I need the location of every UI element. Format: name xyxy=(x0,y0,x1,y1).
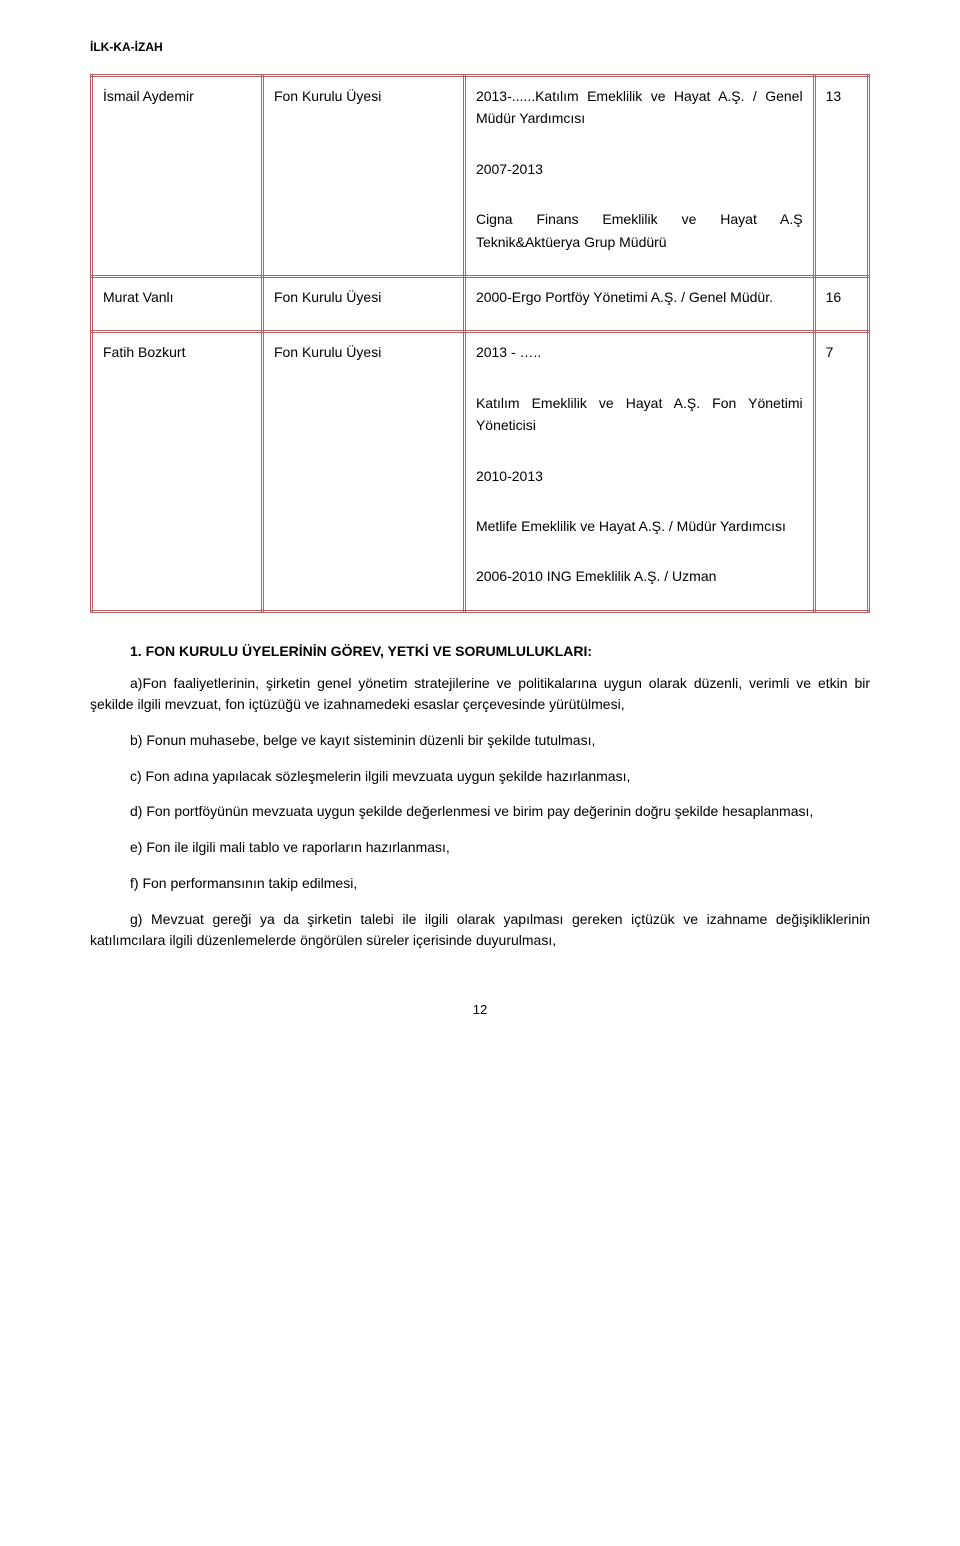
cell-name: Fatih Bozkurt xyxy=(92,332,263,611)
table-row: Murat Vanlı Fon Kurulu Üyesi 2000-Ergo P… xyxy=(92,276,869,331)
history-line: Katılım Emeklilik ve Hayat A.Ş. Fon Yöne… xyxy=(476,392,803,437)
cell-name: Murat Vanlı xyxy=(92,276,263,331)
cell-years: 13 xyxy=(814,76,868,277)
history-line: 2006-2010 ING Emeklilik A.Ş. / Uzman xyxy=(476,565,803,587)
list-item: c) Fon adına yapılacak sözleşmelerin ilg… xyxy=(90,766,870,788)
history-line: Cigna Finans Emeklilik ve Hayat A.Ş Tekn… xyxy=(476,208,803,253)
table-row: Fatih Bozkurt Fon Kurulu Üyesi 2013 - ….… xyxy=(92,332,869,611)
cell-history: 2013 - ….. Katılım Emeklilik ve Hayat A.… xyxy=(464,332,814,611)
history-line: Metlife Emeklilik ve Hayat A.Ş. / Müdür … xyxy=(476,515,803,537)
history-line: 2007-2013 xyxy=(476,158,803,180)
list-item: a)Fon faaliyetlerinin, şirketin genel yö… xyxy=(90,673,870,716)
cell-years: 16 xyxy=(814,276,868,331)
cell-years: 7 xyxy=(814,332,868,611)
header-label: İLK-KA-İZAH xyxy=(90,40,870,54)
list-item: b) Fonun muhasebe, belge ve kayıt sistem… xyxy=(90,730,870,752)
cell-history: 2013-......Katılım Emeklilik ve Hayat A.… xyxy=(464,76,814,277)
section-title: 1. FON KURULU ÜYELERİNİN GÖREV, YETKİ VE… xyxy=(90,643,870,659)
table-row: İsmail Aydemir Fon Kurulu Üyesi 2013-...… xyxy=(92,76,869,277)
cell-role: Fon Kurulu Üyesi xyxy=(262,76,464,277)
history-line: 2013 - ….. xyxy=(476,341,803,363)
list-item: e) Fon ile ilgili mali tablo ve raporlar… xyxy=(90,837,870,859)
page-number: 12 xyxy=(90,1002,870,1017)
history-line: 2013-......Katılım Emeklilik ve Hayat A.… xyxy=(476,85,803,130)
cell-role: Fon Kurulu Üyesi xyxy=(262,332,464,611)
section-body: a)Fon faaliyetlerinin, şirketin genel yö… xyxy=(90,673,870,952)
cell-role: Fon Kurulu Üyesi xyxy=(262,276,464,331)
history-line: 2000-Ergo Portföy Yönetimi A.Ş. / Genel … xyxy=(476,286,803,308)
list-item: g) Mevzuat gereği ya da şirketin talebi … xyxy=(90,909,870,952)
cell-name: İsmail Aydemir xyxy=(92,76,263,277)
cell-history: 2000-Ergo Portföy Yönetimi A.Ş. / Genel … xyxy=(464,276,814,331)
page-container: İLK-KA-İZAH İsmail Aydemir Fon Kurulu Üy… xyxy=(0,0,960,1057)
history-line: 2010-2013 xyxy=(476,465,803,487)
list-item: f) Fon performansının takip edilmesi, xyxy=(90,873,870,895)
list-item: d) Fon portföyünün mevzuata uygun şekild… xyxy=(90,801,870,823)
board-table: İsmail Aydemir Fon Kurulu Üyesi 2013-...… xyxy=(90,74,870,613)
